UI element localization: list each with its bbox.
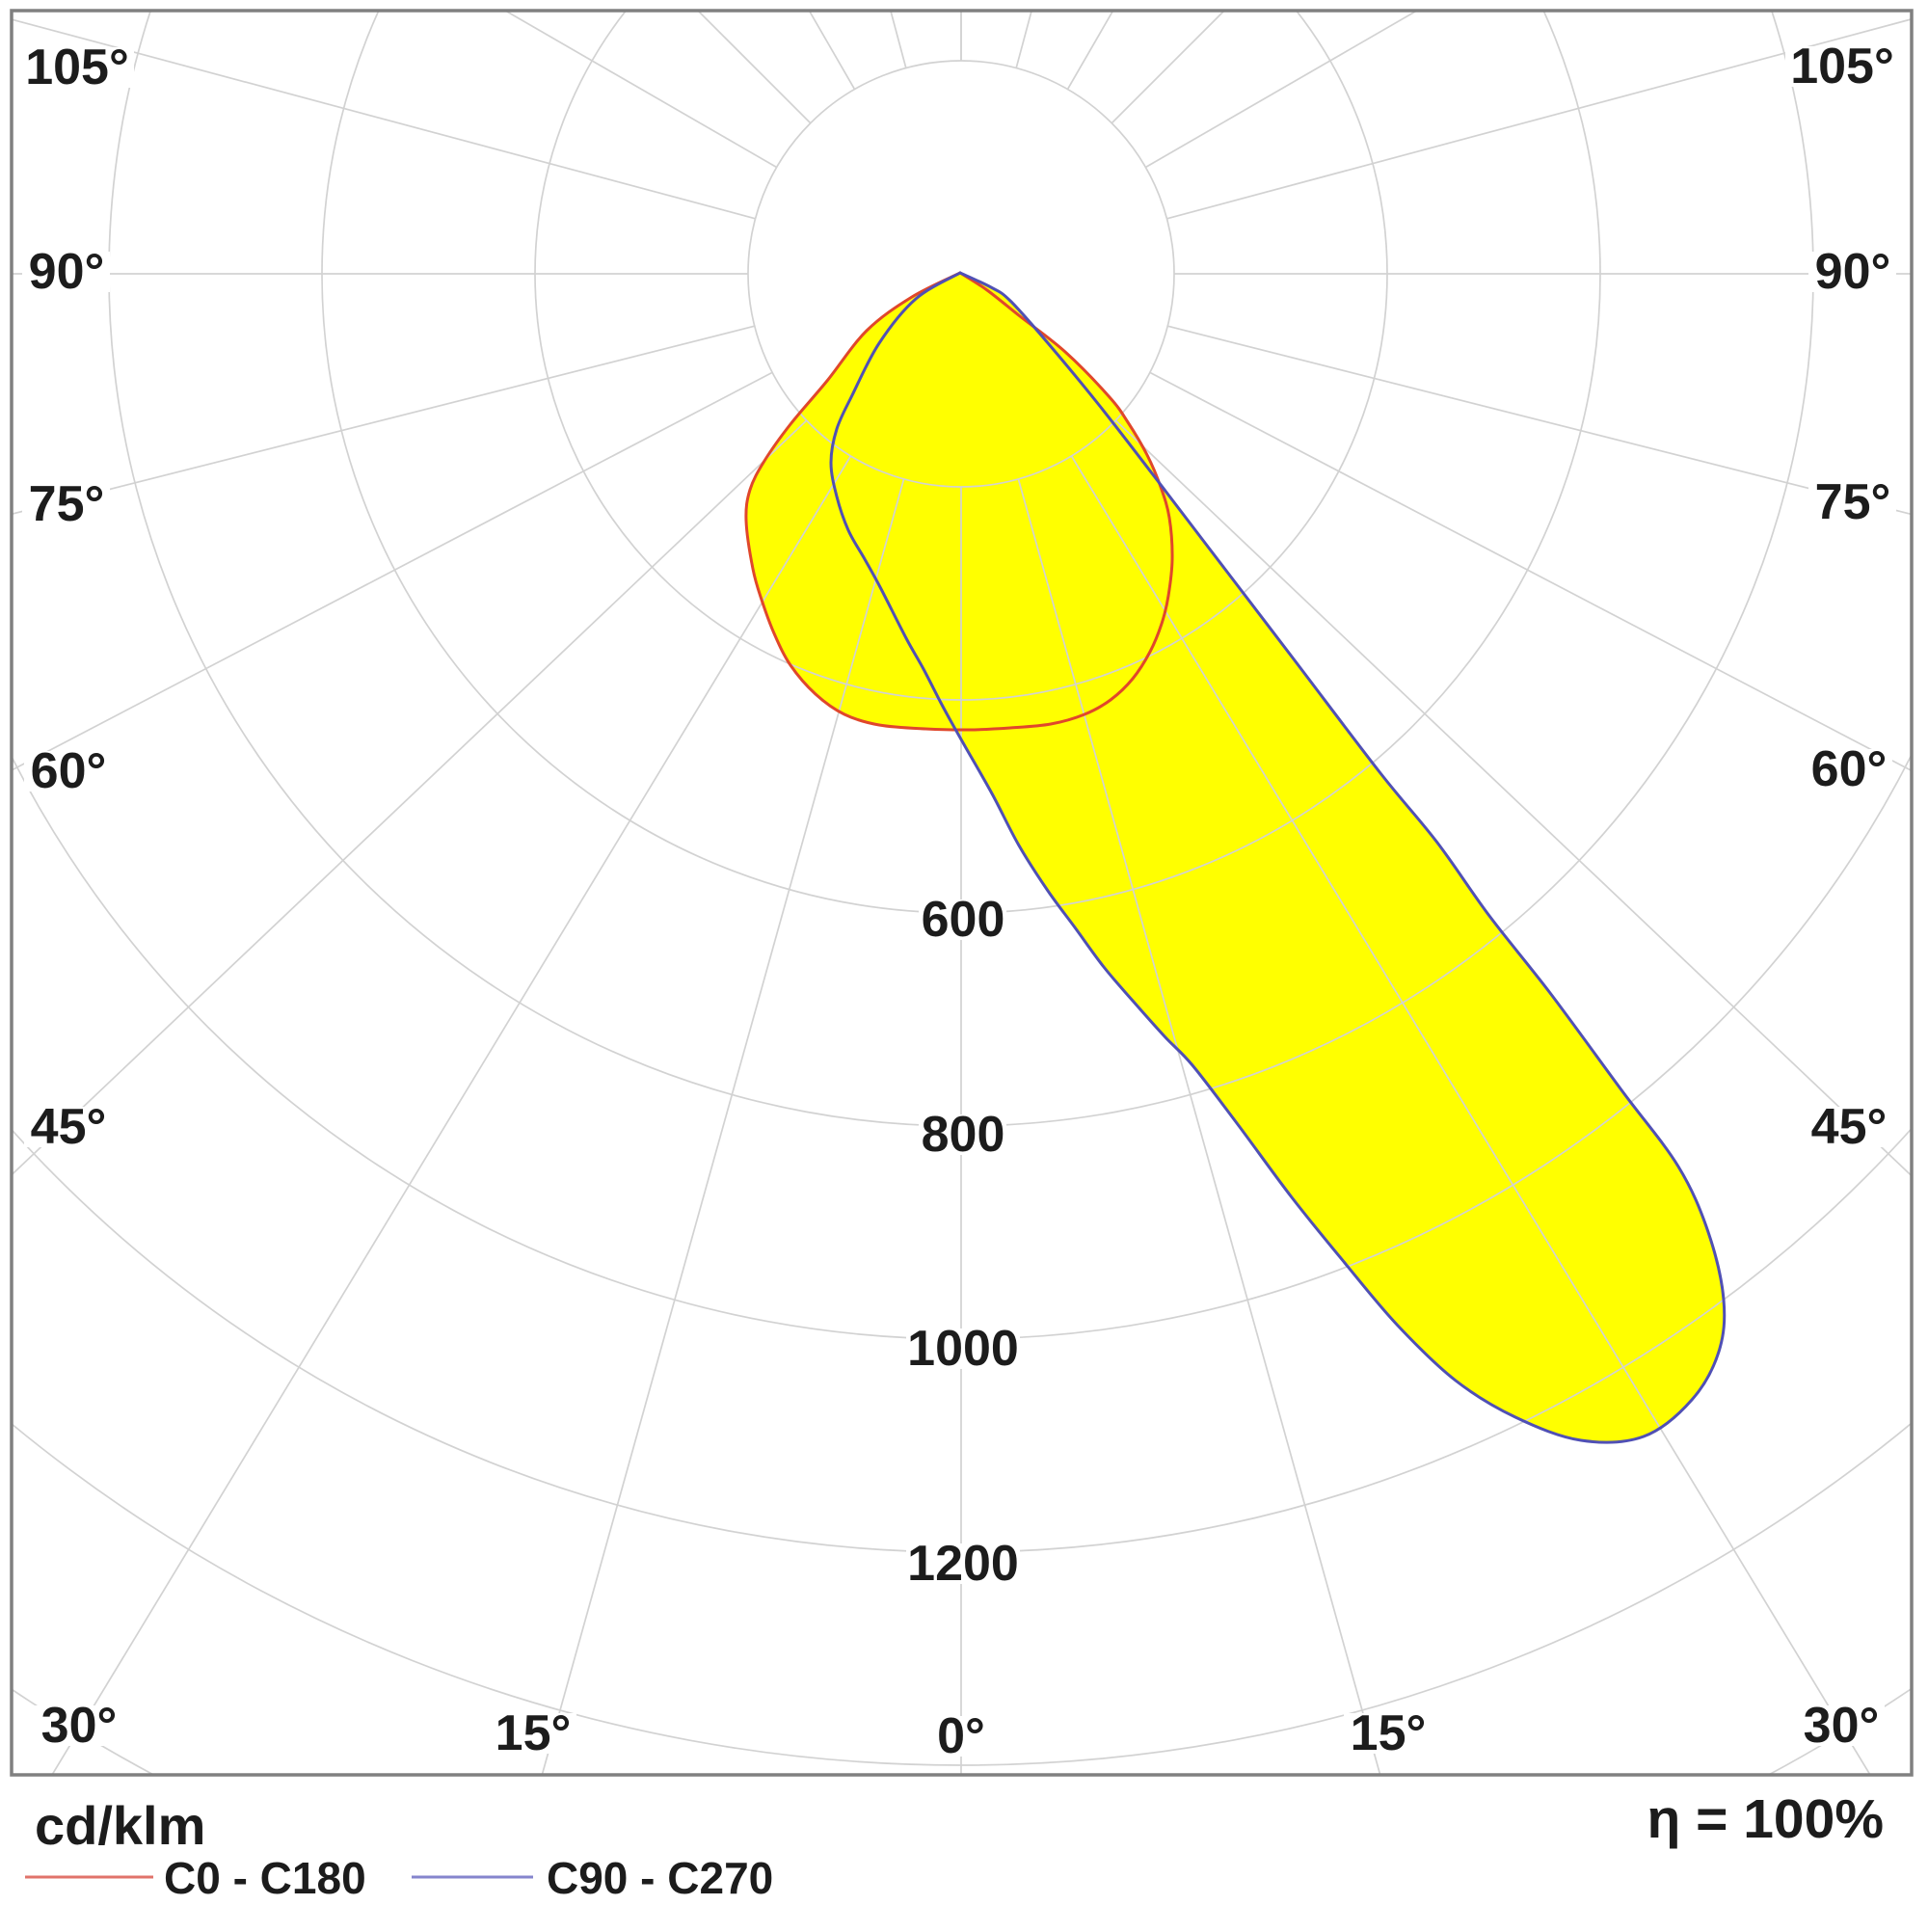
svg-text:15°: 15° <box>495 1705 572 1761</box>
svg-text:45°: 45° <box>1811 1099 1888 1155</box>
svg-text:15°: 15° <box>1351 1705 1427 1761</box>
svg-text:1200: 1200 <box>907 1536 1019 1592</box>
svg-text:cd/klm: cd/klm <box>35 1795 205 1856</box>
svg-text:90°: 90° <box>1815 244 1891 300</box>
svg-text:800: 800 <box>922 1107 1005 1163</box>
svg-text:90°: 90° <box>29 244 105 300</box>
svg-text:30°: 30° <box>41 1698 118 1754</box>
svg-text:60°: 60° <box>31 743 107 799</box>
svg-text:C90 - C270: C90 - C270 <box>547 1853 773 1903</box>
svg-text:75°: 75° <box>29 476 105 532</box>
svg-text:1000: 1000 <box>907 1321 1019 1377</box>
svg-text:75°: 75° <box>1815 474 1891 530</box>
svg-text:105°: 105° <box>25 40 129 95</box>
svg-text:60°: 60° <box>1811 741 1888 797</box>
svg-text:105°: 105° <box>1790 39 1894 94</box>
svg-text:η = 100%: η = 100% <box>1647 1788 1884 1850</box>
svg-text:45°: 45° <box>31 1099 107 1155</box>
svg-text:600: 600 <box>922 892 1005 948</box>
svg-text:0°: 0° <box>937 1708 985 1764</box>
svg-text:30°: 30° <box>1804 1698 1880 1754</box>
svg-text:C0 - C180: C0 - C180 <box>164 1853 366 1903</box>
